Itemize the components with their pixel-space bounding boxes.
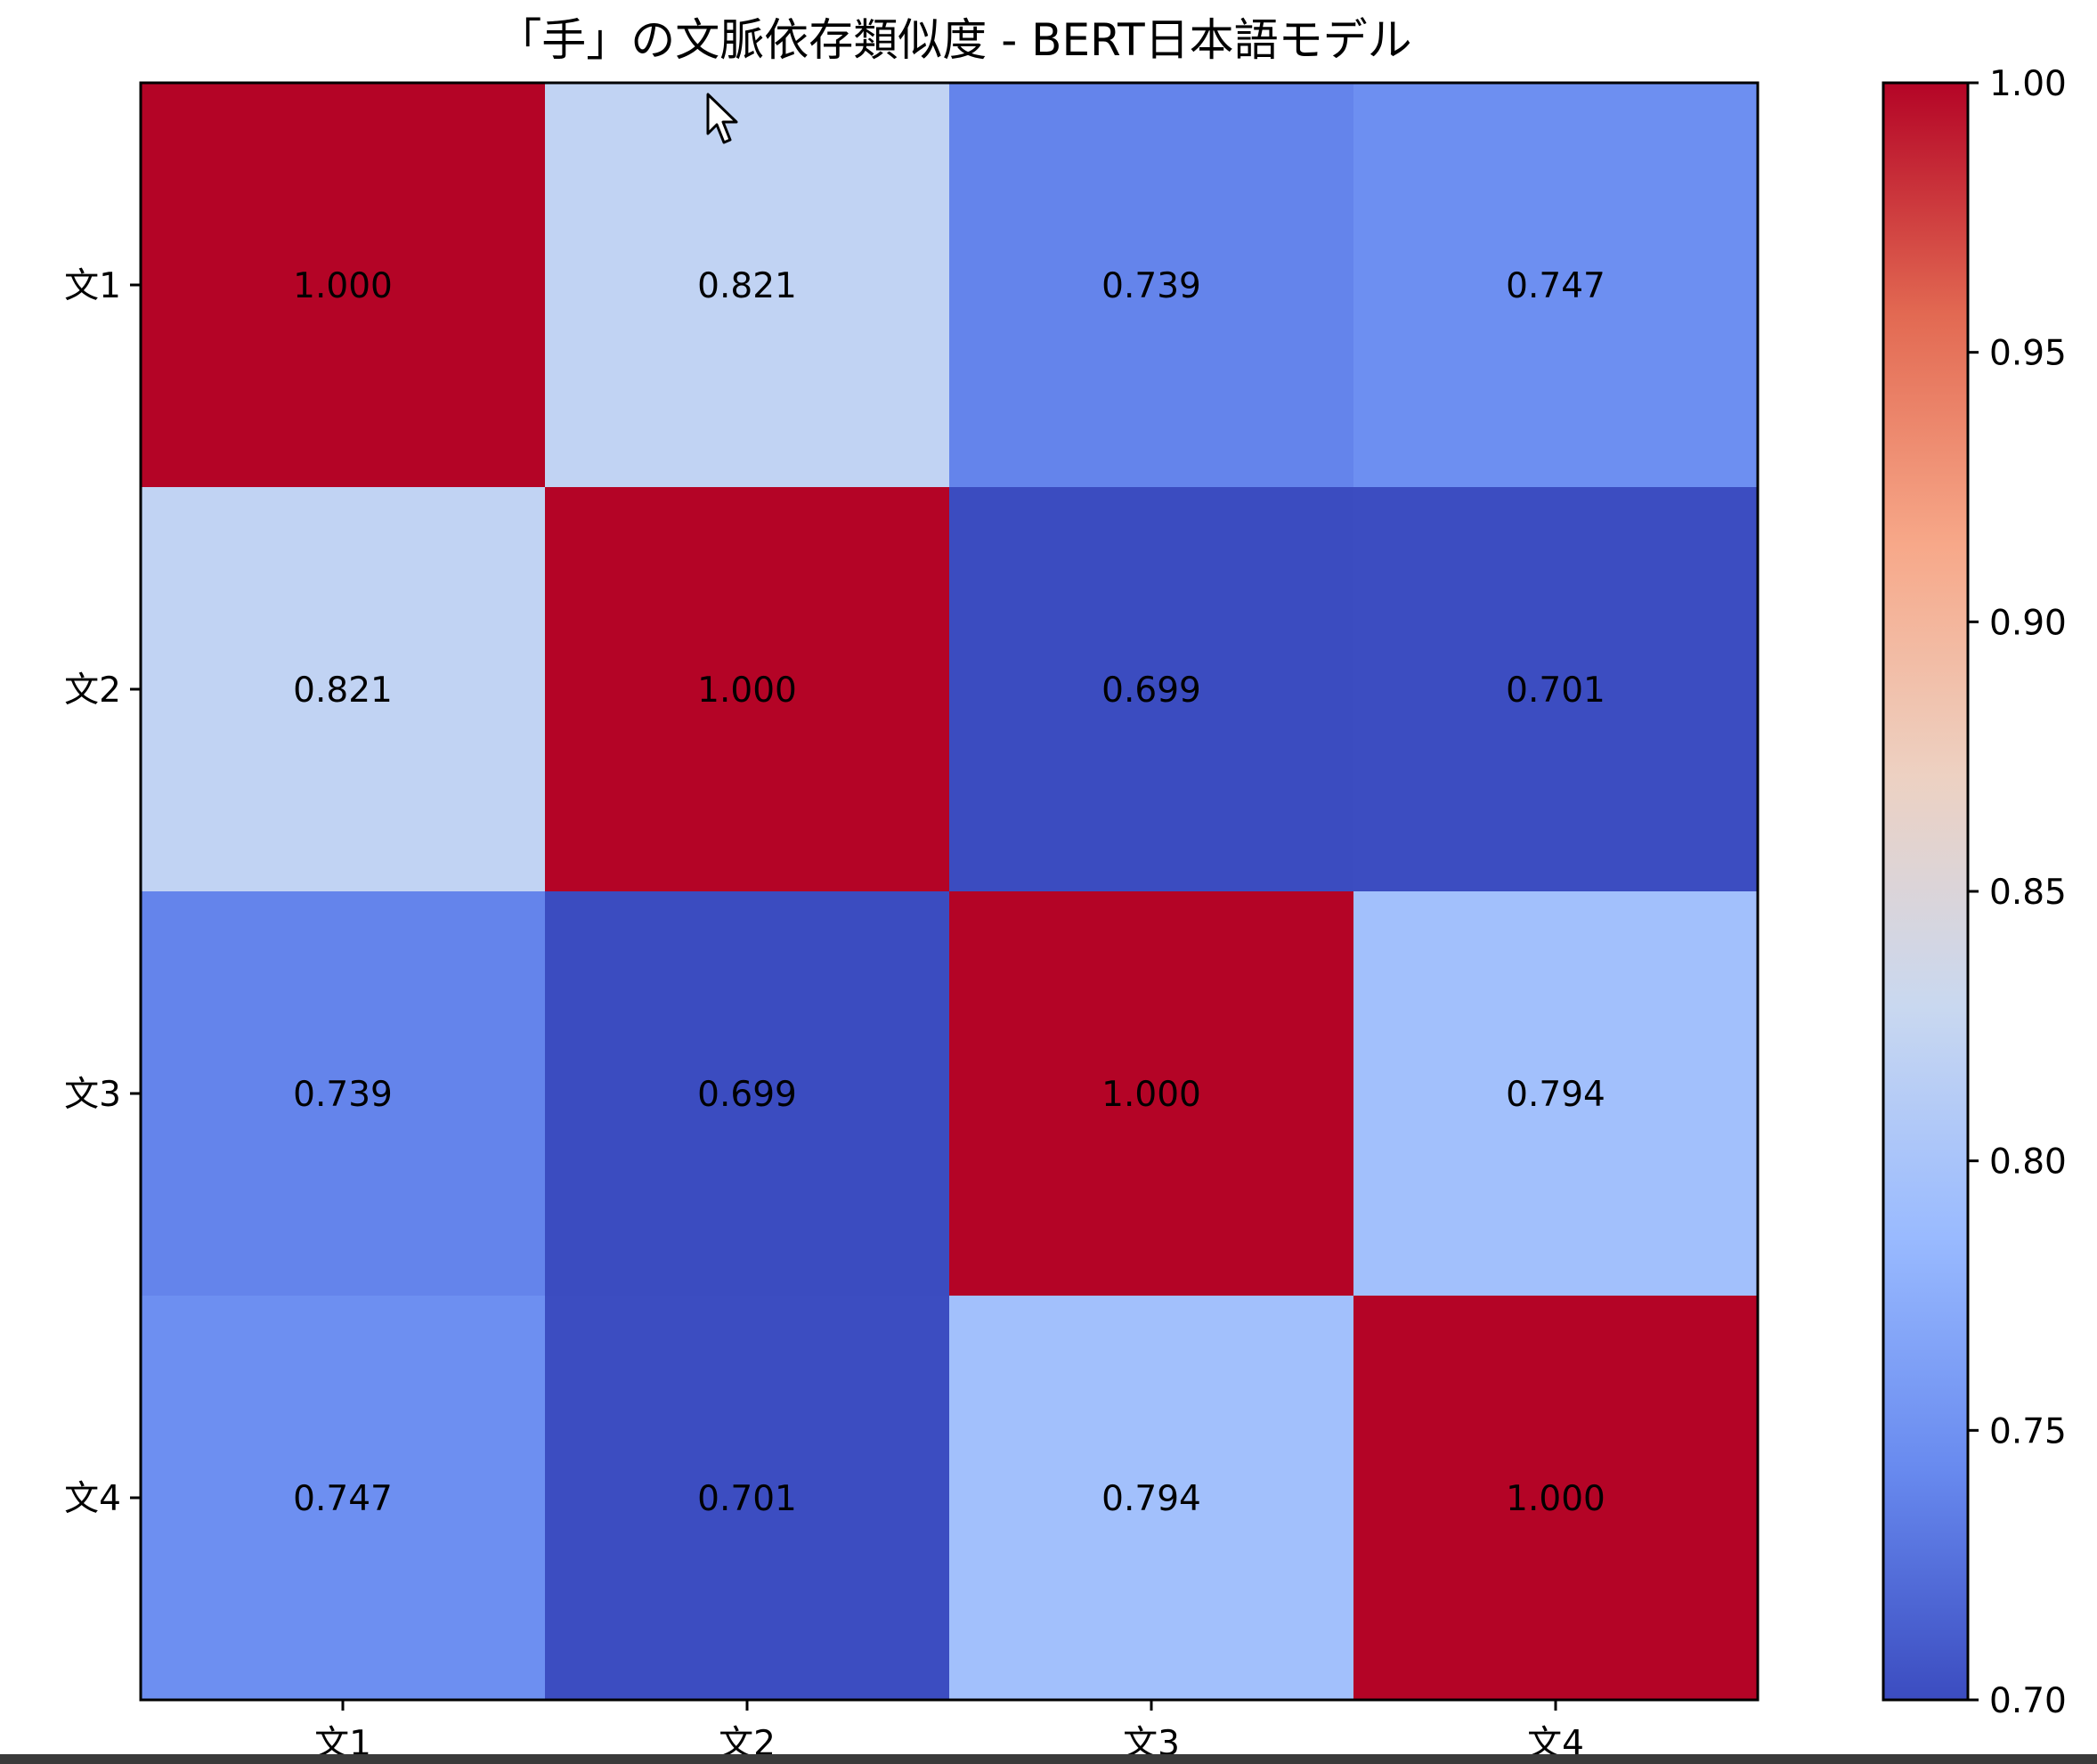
heatmap-value-label: 0.739: [1101, 266, 1201, 306]
heatmap-value-label: 0.821: [697, 266, 797, 306]
heatmap-cell: [1353, 1296, 1759, 1701]
heatmap-cell: [141, 1296, 546, 1701]
heatmap-value-label: 1.000: [697, 671, 797, 711]
heatmap-cell: [949, 1296, 1354, 1701]
heatmap-value-label: 1.000: [1506, 1479, 1605, 1519]
heatmap-cell: [949, 83, 1354, 488]
heatmap-cell: [949, 487, 1354, 892]
heatmap-cell: [1353, 487, 1759, 892]
heatmap-cells: [141, 83, 1759, 1701]
heatmap-value-label: 0.739: [293, 1075, 393, 1115]
y-tick-label: 文4: [64, 1479, 121, 1519]
y-tick-label: 文3: [64, 1075, 121, 1115]
heatmap-value-label: 0.747: [293, 1479, 393, 1519]
heatmap-value-label: 0.701: [697, 1479, 797, 1519]
heatmap-value-label: 0.699: [1101, 671, 1201, 711]
colorbar-tick-label: 0.80: [1989, 1142, 2067, 1183]
colorbar-tick-label: 0.95: [1989, 334, 2067, 374]
colorbar-tick-label: 0.85: [1989, 873, 2067, 913]
mouse-cursor-icon: [706, 93, 738, 144]
heatmap-value-label: 0.794: [1101, 1479, 1201, 1519]
heatmap-cell: [949, 891, 1354, 1297]
heatmap-value-label: 0.794: [1506, 1075, 1605, 1115]
heatmap-value-label: 0.821: [293, 671, 393, 711]
heatmap-cell: [545, 891, 950, 1297]
heatmap-cell: [1353, 891, 1759, 1297]
colorbar-tick-label: 0.90: [1989, 603, 2067, 643]
heatmap-cell: [545, 487, 950, 892]
colorbar-tick-label: 1.00: [1989, 64, 2067, 104]
colorbar-tick-label: 0.70: [1989, 1681, 2067, 1721]
y-axis: 文1 文2 文3 文4: [64, 266, 141, 1519]
heatmap-value-labels: 1.000 0.821 0.739 0.747 0.821 1.000 0.699 0.701…: [293, 266, 1605, 1519]
y-tick-label: 文2: [64, 671, 121, 711]
heatmap-cell: [545, 83, 950, 488]
heatmap-value-label: 0.701: [1506, 671, 1605, 711]
heatmap-value-label: 1.000: [293, 266, 393, 306]
plot-frame: [139, 81, 1760, 1702]
colorbar-axis: 0.70 0.75 0.80 0.85 0.90 0.95 1.00: [1968, 64, 2067, 1721]
heatmap-cell: [141, 83, 546, 488]
heatmap-value-label: 1.000: [1101, 1075, 1201, 1115]
y-tick-label: 文1: [64, 266, 121, 306]
heatmap-cell: [1353, 83, 1759, 488]
window-bottom-edge: [0, 1754, 2097, 1764]
heatmap-value-label: 0.699: [697, 1075, 797, 1115]
chart-title: 「手」の文脈依存類似度 - BERT日本語モデル: [497, 14, 1411, 66]
heatmap-value-label: 0.747: [1506, 266, 1605, 306]
heatmap-cell: [545, 1296, 950, 1701]
heatmap-cell: [141, 487, 546, 892]
heatmap-cell: [141, 891, 546, 1297]
colorbar-tick-label: 0.75: [1989, 1411, 2067, 1451]
colorbar: [1882, 81, 1970, 1702]
